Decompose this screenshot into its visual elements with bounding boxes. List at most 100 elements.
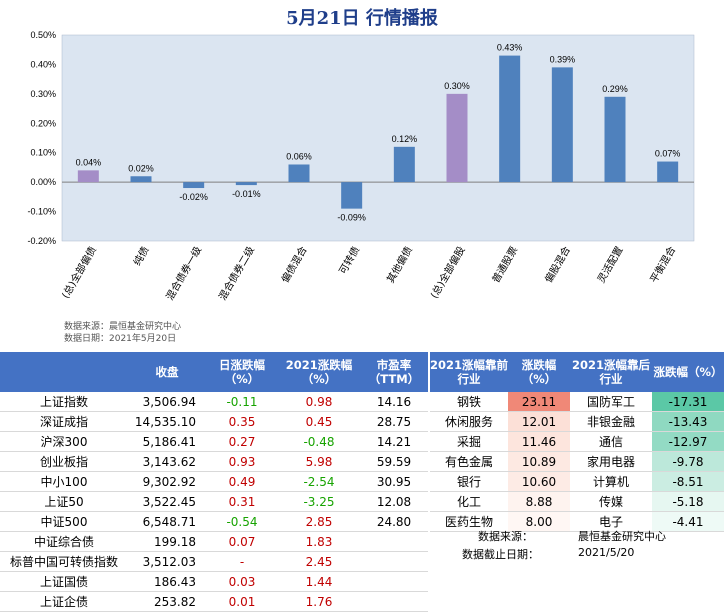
bar-data-label: 0.07% <box>655 149 681 159</box>
bar-data-label: 0.06% <box>286 151 312 161</box>
table-row: 创业板指 3,143.62 0.93 5.98 59.59 <box>0 451 428 472</box>
bar <box>499 55 521 183</box>
x-tick-label: 可转债 <box>336 244 362 276</box>
index-pe: 59.59 <box>360 451 428 472</box>
index-day-change: 0.07 <box>206 531 278 552</box>
index-close: 3,506.94 <box>128 392 206 412</box>
industry-date-label: 数据截止日期： <box>462 548 539 561</box>
chart-source: 数据来源：晨恒基金研究中心 <box>64 322 182 332</box>
bottom-industry-name: 传媒 <box>570 491 652 512</box>
top-industry-change: 8.00 <box>508 511 570 532</box>
top-industry-change: 10.60 <box>508 471 570 492</box>
bottom-industry-name: 电子 <box>570 511 652 532</box>
index-table-header: 收盘 日涨跌幅 （%） 2021涨跌幅 （%） 市盈率 （TTM） <box>0 352 428 392</box>
x-tick-label: (总)全部偏股 <box>427 244 467 301</box>
index-pe <box>360 551 428 572</box>
index-ytd-change: -0.48 <box>278 431 360 452</box>
x-tick-label: 纯债 <box>130 244 151 268</box>
bar-data-label: 0.12% <box>392 134 418 144</box>
index-name: 标普中国可转债指数 <box>0 551 128 572</box>
industry-header-cell: 涨跌幅（%） <box>652 352 724 392</box>
index-pe: 24.80 <box>360 511 428 532</box>
bar <box>446 93 468 183</box>
industry-source-value: 晨恒基金研究中心 <box>578 530 666 543</box>
table-row: 钢铁 23.11 国防军工 -17.31 <box>430 392 724 412</box>
index-header-cell: 日涨跌幅 （%） <box>206 352 278 392</box>
index-ytd-change: 2.85 <box>278 511 360 532</box>
index-day-change: 0.03 <box>206 571 278 592</box>
index-pe <box>360 531 428 552</box>
bottom-industry-name: 国防军工 <box>570 392 652 412</box>
table-row: 中小100 9,302.92 0.49 -2.54 30.95 <box>0 471 428 492</box>
bar <box>235 182 257 186</box>
bar <box>341 182 363 209</box>
plot-area <box>61 34 695 242</box>
y-tick-label: 0.20% <box>30 118 56 128</box>
index-ytd-change: 1.83 <box>278 531 360 552</box>
y-tick-label: 0.00% <box>30 177 56 187</box>
x-tick-label: 混合债券一级 <box>163 244 204 302</box>
index-pe: 12.08 <box>360 491 428 512</box>
index-close: 253.82 <box>128 591 206 612</box>
bar <box>657 161 679 183</box>
industry-source-label: 数据来源： <box>478 530 533 543</box>
bottom-industry-change: -4.41 <box>652 511 724 532</box>
x-tick-label: 其他偏债 <box>384 244 415 285</box>
bar-series: 0.04% 0.02% -0.02% -0.01% 0.06% -0.09% 0.12% 0.… <box>76 43 681 223</box>
index-name: 沪深300 <box>0 431 128 452</box>
x-tick-label: 平衡混合 <box>647 244 678 285</box>
table-row: 上证国债 186.43 0.03 1.44 <box>0 571 428 592</box>
top-industry-name: 休闲服务 <box>430 411 508 432</box>
industry-table-header: 2021涨幅靠前 行业 涨跌幅 （%） 2021涨幅靠后 行业 涨跌幅（%） <box>430 352 724 392</box>
table-row: 标普中国可转债指数 3,512.03 - 2.45 <box>0 551 428 572</box>
index-ytd-change: 1.76 <box>278 591 360 612</box>
index-ytd-change: 5.98 <box>278 451 360 472</box>
index-day-change: -0.54 <box>206 511 278 532</box>
top-industry-name: 有色金属 <box>430 451 508 472</box>
table-row: 中证500 6,548.71 -0.54 2.85 24.80 <box>0 511 428 532</box>
table-row: 上证企债 253.82 0.01 1.76 <box>0 591 428 612</box>
index-pe <box>360 571 428 592</box>
x-tick-label: (总)全部偏债 <box>59 244 99 301</box>
index-header-cell: 市盈率 （TTM） <box>360 352 428 392</box>
top-industry-change: 10.89 <box>508 451 570 472</box>
y-tick-label: -0.20% <box>27 236 56 246</box>
table-row: 化工 8.88 传媒 -5.18 <box>430 491 724 512</box>
x-tick-label: 灵活配置 <box>595 245 625 286</box>
index-day-change: 0.35 <box>206 411 278 432</box>
industry-date-value: 2021/5/20 <box>578 546 635 559</box>
bar-data-label: 0.02% <box>128 163 154 173</box>
bar <box>183 182 205 189</box>
table-row: 采掘 11.46 通信 -12.97 <box>430 431 724 452</box>
bottom-industry-change: -9.78 <box>652 451 724 472</box>
index-pe: 14.16 <box>360 392 428 412</box>
top-industry-change: 8.88 <box>508 491 570 512</box>
table-row: 有色金属 10.89 家用电器 -9.78 <box>430 451 724 472</box>
index-name: 上证企债 <box>0 591 128 612</box>
top-industry-name: 采掘 <box>430 431 508 452</box>
index-header-cell <box>0 352 128 392</box>
y-axis: -0.20% -0.10% 0.00% 0.10% 0.20% 0.30% 0.40% 0.5… <box>27 30 694 246</box>
top-industry-name: 医药生物 <box>430 511 508 532</box>
index-ytd-change: -3.25 <box>278 491 360 512</box>
index-close: 6,548.71 <box>128 511 206 532</box>
bar <box>77 170 99 183</box>
bar-data-label: 0.29% <box>602 84 628 94</box>
bar <box>130 176 152 183</box>
index-header-cell: 收盘 <box>128 352 206 392</box>
index-day-change: 0.49 <box>206 471 278 492</box>
table-row: 深证成指 14,535.10 0.35 0.45 28.75 <box>0 411 428 432</box>
index-header-cell: 2021涨跌幅 （%） <box>278 352 360 392</box>
x-tick-label: 混合债券二级 <box>216 244 257 302</box>
table-row: 银行 10.60 计算机 -8.51 <box>430 471 724 492</box>
index-name: 上证国债 <box>0 571 128 592</box>
industry-table: 2021涨幅靠前 行业 涨跌幅 （%） 2021涨幅靠后 行业 涨跌幅（%） 钢铁 23.1… <box>430 352 724 532</box>
y-tick-label: 0.50% <box>30 30 56 40</box>
bar-data-label: -0.09% <box>337 213 366 223</box>
table-row: 中证综合债 199.18 0.07 1.83 <box>0 531 428 552</box>
index-pe: 28.75 <box>360 411 428 432</box>
table-row: 上证指数 3,506.94 -0.11 0.98 14.16 <box>0 392 428 412</box>
chart-date: 数据日期：2021年5月20日 <box>64 334 177 344</box>
index-day-change: 0.31 <box>206 491 278 512</box>
index-day-change: 0.27 <box>206 431 278 452</box>
